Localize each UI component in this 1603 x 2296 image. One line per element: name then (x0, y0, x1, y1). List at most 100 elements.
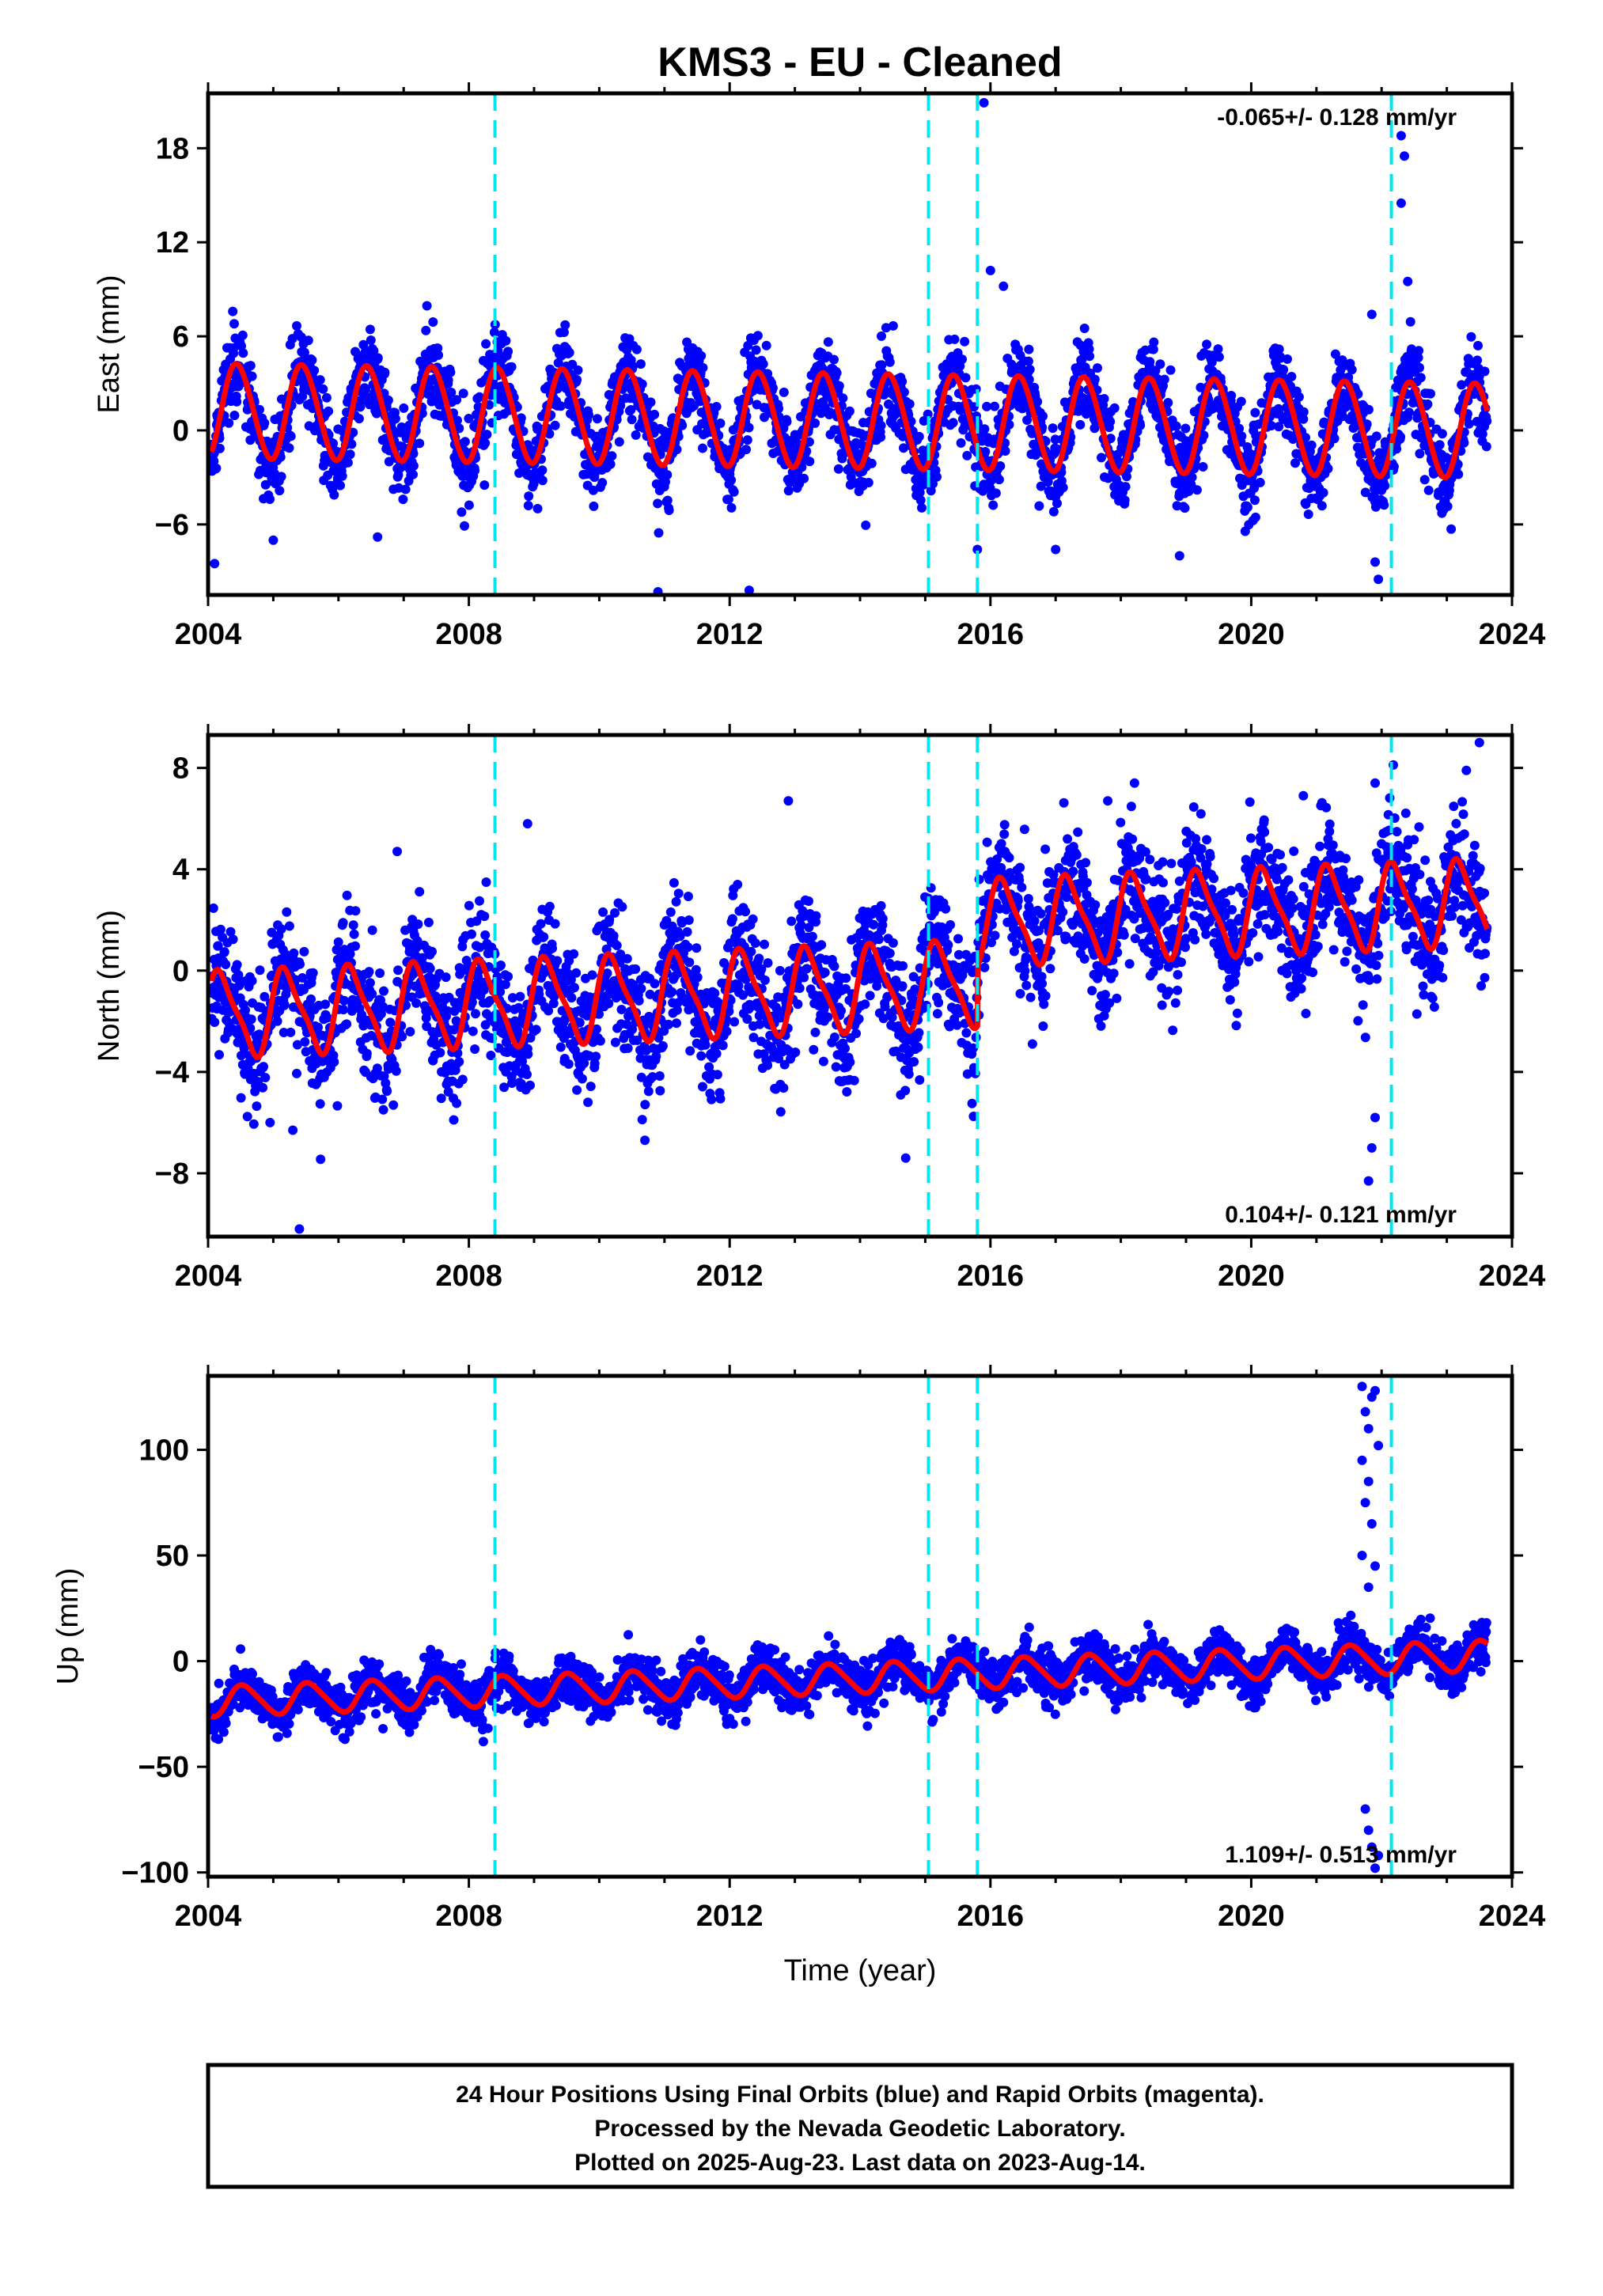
north-position-point (333, 937, 343, 947)
north-position-point (811, 911, 821, 921)
east-position-point (782, 417, 792, 426)
east-position-point (823, 337, 833, 347)
east-position-point (861, 520, 871, 530)
east-position-point (917, 502, 927, 513)
north-position-point (897, 981, 908, 991)
north-position-point (372, 1063, 382, 1074)
north-position-point (664, 1019, 674, 1029)
east-position-point (698, 362, 708, 373)
north-position-point (602, 968, 612, 979)
east-position-point (1279, 365, 1289, 375)
east-position-point (1000, 446, 1010, 456)
east-position-point (1298, 407, 1309, 417)
east-position-point (991, 488, 1001, 498)
north-position-point (665, 907, 676, 917)
east-y-axis-label: East (mm) (93, 275, 126, 413)
north-position-point (260, 991, 270, 1002)
north-position-point (636, 983, 646, 994)
east-position-point (480, 438, 491, 449)
east-position-point (829, 354, 839, 365)
north-position-point (722, 1026, 732, 1036)
east-position-point (564, 347, 574, 358)
north-position-point (550, 919, 560, 929)
east-position-point (589, 501, 599, 511)
east-position-point (260, 418, 270, 428)
east-position-point (559, 328, 569, 337)
east-position-point (1290, 458, 1300, 468)
east-position-point (572, 375, 582, 385)
east-position-point (1329, 434, 1340, 444)
east-position-point (380, 367, 390, 377)
east-position-point (457, 507, 467, 517)
north-position-point (552, 956, 563, 966)
east-position-point (329, 490, 339, 500)
north-position-point (657, 1041, 668, 1051)
east-position-point (479, 480, 490, 491)
north-position-point (342, 1019, 352, 1029)
east-position-point (1175, 442, 1185, 453)
north-position-point (675, 931, 685, 942)
north-position-point (500, 979, 510, 990)
north-position-point (388, 1100, 399, 1110)
east-outlier-point (1403, 276, 1413, 286)
east-position-point (324, 406, 334, 416)
north-position-point (232, 960, 242, 970)
east-position-point (211, 463, 222, 473)
east-position-point (1036, 481, 1046, 491)
east-position-point (779, 387, 789, 397)
east-position-point (890, 410, 900, 419)
north-position-point (900, 1085, 911, 1096)
east-position-point (1024, 344, 1034, 354)
north-position-point (854, 1013, 864, 1024)
east-position-point (956, 438, 966, 448)
east-position-point (1085, 351, 1095, 362)
north-position-point (560, 1014, 570, 1025)
east-position-point (1180, 423, 1191, 434)
north-position-point (260, 1073, 271, 1082)
north-position-point (367, 925, 377, 935)
east-position-point (1022, 415, 1033, 425)
north-position-point (874, 934, 884, 945)
north-position-point (322, 1013, 332, 1023)
east-position-point (303, 335, 313, 346)
north-position-point (610, 1037, 620, 1048)
east-position-point (506, 362, 517, 372)
north-position-point (617, 902, 627, 912)
north-position-point (241, 1005, 250, 1015)
north-position-point (566, 975, 576, 985)
east-position-point (948, 418, 958, 428)
north-position-point (885, 948, 895, 958)
north-position-point (572, 1085, 582, 1095)
east-position-point (677, 420, 688, 430)
north-position-point (315, 1099, 325, 1109)
east-x-tick-label: 2008 (435, 618, 502, 651)
north-position-point (411, 998, 422, 1008)
north-position-point (515, 991, 525, 1002)
east-rate-label: -0.065+/- 0.128 mm/yr (1217, 104, 1457, 131)
east-position-point (646, 397, 656, 407)
east-position-point (1159, 374, 1169, 385)
north-position-point (292, 1040, 302, 1050)
north-position-point (517, 1056, 528, 1067)
east-position-point (228, 306, 238, 316)
east-position-point (1180, 503, 1190, 513)
east-outlier-point (1370, 557, 1380, 567)
north-position-point (598, 907, 608, 917)
north-position-point (468, 1026, 478, 1036)
east-position-point (614, 437, 624, 447)
east-position-point (682, 337, 692, 347)
east-position-point (1419, 475, 1430, 485)
north-position-point (696, 1051, 707, 1061)
north-position-point (316, 1154, 326, 1165)
east-position-point (503, 347, 513, 357)
north-position-point (840, 1044, 850, 1054)
north-position-point (351, 906, 361, 916)
east-outlier-point (985, 265, 995, 275)
east-position-point (1459, 438, 1469, 448)
east-position-point (1075, 419, 1086, 430)
east-position-point (343, 457, 353, 468)
north-position-point (574, 1017, 585, 1028)
north-position-point (306, 994, 316, 1004)
east-position-point (1283, 354, 1292, 364)
